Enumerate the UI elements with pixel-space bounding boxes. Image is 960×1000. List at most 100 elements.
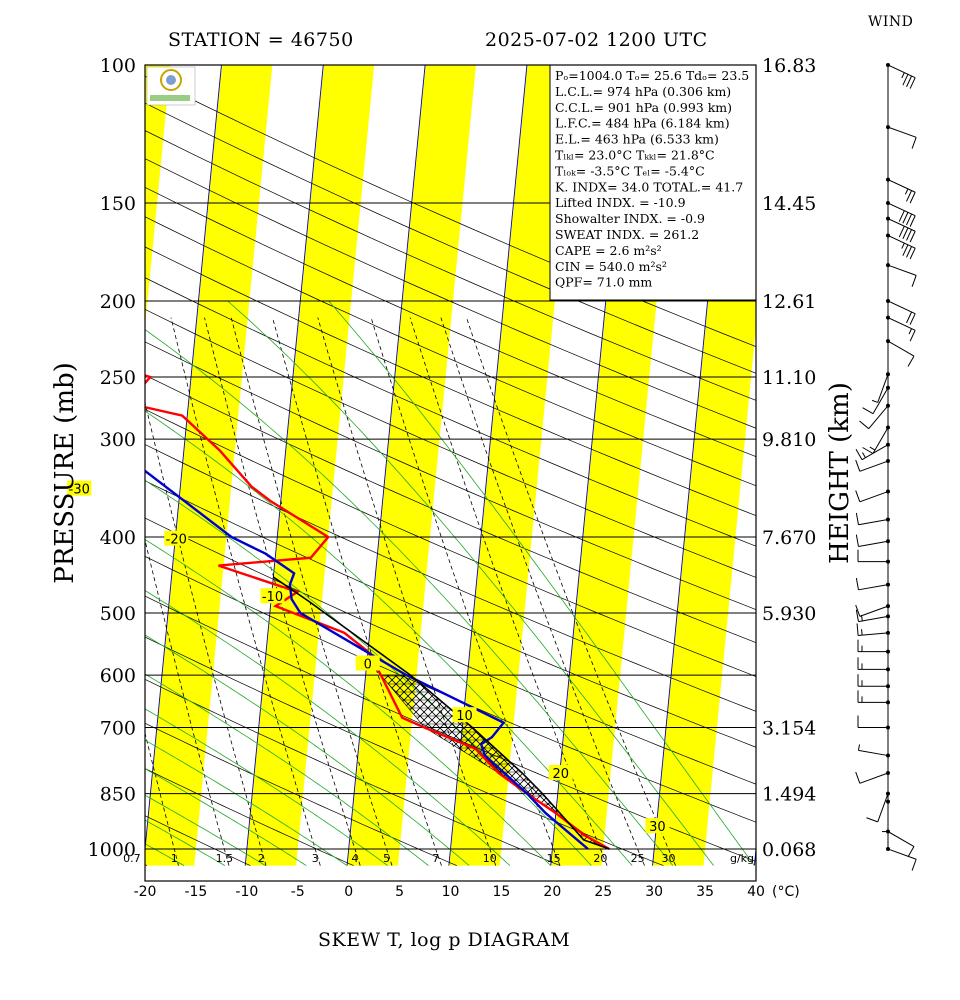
x-tick-label: 20 <box>543 884 561 900</box>
height-axis-label: HEIGHT (km) <box>825 382 855 564</box>
moist-adiabat <box>227 300 714 866</box>
dry-adiabat <box>145 374 756 643</box>
wind-barb-staff <box>887 218 916 232</box>
dry-adiabat <box>145 408 756 677</box>
pressure-tick-label: 850 <box>100 784 136 806</box>
wind-barb-staff <box>872 427 889 454</box>
wind-barb-staff <box>887 848 917 860</box>
stability-indices: Pₒ=1004.0 Tₒ= 25.6 Tdₒ= 23.5L.C.L.= 974 … <box>555 68 749 290</box>
index-line: CAPE = 2.6 m²s² <box>555 243 662 258</box>
wind-barb-flag <box>909 215 916 227</box>
wind-barb-staff <box>861 444 889 461</box>
x-tick-label: 35 <box>696 884 714 900</box>
data-layer <box>145 374 610 851</box>
mixing-ratio-label: 30 <box>661 852 675 865</box>
parcel-line <box>272 576 610 850</box>
wind-barb-staff <box>859 491 889 503</box>
isotherm-label: 10 <box>456 709 473 724</box>
wind-barb-staff <box>858 540 889 547</box>
moist-adiabat <box>145 539 551 866</box>
dry-adiabat <box>145 130 756 401</box>
isotherm-label: 30 <box>649 820 666 835</box>
x-tick-label: -15 <box>184 884 207 900</box>
mixing-ratio-label: 1 <box>171 852 178 865</box>
wind-barb-flag <box>856 623 859 636</box>
wind-barb-flag <box>871 399 878 403</box>
x-tick-label: 15 <box>493 884 511 900</box>
moist-adiabat <box>145 634 470 866</box>
wind-barb-flag <box>857 744 860 751</box>
wind-barb-flag <box>866 817 878 823</box>
dry-adiabat <box>145 517 756 785</box>
mixing-ratio-label: 25 <box>631 852 645 865</box>
wind-barb-flag <box>902 212 909 224</box>
y-axis-label: PRESSURE (mb) <box>50 362 80 584</box>
isotherm-label: 0 <box>364 658 372 673</box>
mixing-ratio-line <box>440 317 645 866</box>
mixing-ratio-line <box>317 317 497 866</box>
pressure-tick-label: 250 <box>100 367 136 389</box>
wind-barb-staff <box>887 264 917 276</box>
isotherm-band <box>245 65 375 866</box>
mixing-ratio-label: 1.5 <box>216 852 234 865</box>
index-line: C.C.L.= 901 hPa (0.993 km) <box>555 100 732 115</box>
mixing-ratio-label: 5 <box>383 852 390 865</box>
dry-adiabat <box>145 158 756 429</box>
dry-adiabat <box>145 480 756 748</box>
wind-barb-staff <box>872 387 889 414</box>
mixing-ratio-line <box>466 317 676 866</box>
wind-barb-staff <box>887 317 916 331</box>
wind-barb-flag <box>862 447 874 454</box>
wind-barb-staff <box>858 584 889 591</box>
wind-barb-flag <box>902 244 909 256</box>
height-tick-label: 11.10 <box>762 367 816 389</box>
moist-adiabat <box>145 739 348 866</box>
wind-barb-flag <box>902 227 909 239</box>
wind-barb-flag <box>911 859 917 871</box>
wind-barb-flag <box>904 188 909 195</box>
index-line: Showalter INDX. = -0.9 <box>555 211 705 226</box>
wind-barb-flag <box>909 231 916 243</box>
isotherm-band <box>145 65 273 866</box>
wind-barb-flag <box>869 446 876 451</box>
isotherm-label-bg <box>260 588 285 604</box>
x-tick-label: 25 <box>594 884 612 900</box>
wind-barb-flag <box>855 490 861 502</box>
mixing-ratio-line <box>170 317 321 866</box>
wind-barb-staff <box>859 772 889 784</box>
height-tick-label: 1.494 <box>762 784 816 806</box>
wind-barb-staff <box>887 300 916 315</box>
moist-adiabat <box>145 708 389 866</box>
wind-barb-flag <box>906 213 913 226</box>
mixing-ratio-line <box>272 317 442 866</box>
mixing-ratio-label: 2 <box>258 852 265 865</box>
height-tick-label: 16.83 <box>762 55 816 77</box>
pressure-tick-label: 600 <box>100 665 136 687</box>
wind-barb-flag <box>901 72 905 79</box>
datetime-title: 2025-07-02 1200 UTC <box>485 29 708 51</box>
wind-barb-staff <box>859 605 889 617</box>
x-tick-label: 0 <box>344 884 353 900</box>
mixing-ratio-label: 3 <box>312 852 319 865</box>
x-tick-label: 40 <box>747 884 765 900</box>
wind-barb-staff <box>877 793 889 823</box>
moist-adiabat <box>328 300 755 866</box>
plot-frame <box>144 64 757 882</box>
wind-title: WIND <box>868 14 914 30</box>
index-line: L.C.L.= 974 hPa (0.306 km) <box>555 84 731 99</box>
wind-barb-flag <box>909 313 916 325</box>
wind-barb-flag <box>906 75 913 88</box>
wind-barb-flag <box>906 229 913 241</box>
wind-barb-flag <box>911 137 917 149</box>
pressure-tick-label: 700 <box>100 718 136 740</box>
wind-barb-flag <box>908 328 913 335</box>
isotherm-band <box>448 65 578 866</box>
pressure-tick-label: 100 <box>100 55 136 77</box>
index-line: Lifted INDX. = -10.9 <box>555 195 686 210</box>
mixing-ratio-line <box>204 317 361 866</box>
wind-barb-flag <box>855 449 863 460</box>
wind-barb-staff <box>887 831 915 847</box>
index-line: QPF= 71.0 mm <box>555 275 652 290</box>
x-tick-label: 5 <box>395 884 404 900</box>
wind-barb-flag <box>907 846 915 858</box>
